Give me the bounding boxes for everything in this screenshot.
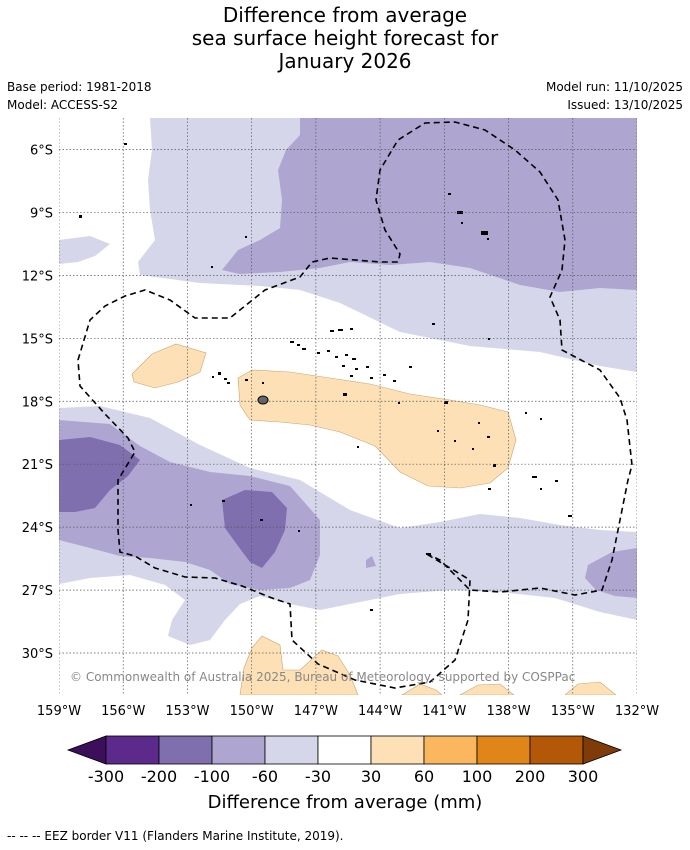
lon-tick-label: 141°W <box>422 704 466 719</box>
colorbar-extend-low <box>66 735 107 765</box>
anomaly-region-se-mid <box>585 548 637 598</box>
colorbar-tick: -60 <box>252 767 278 786</box>
anomaly-region-c-strong <box>222 490 287 568</box>
lon-tick-label: 150°W <box>230 704 274 719</box>
anomaly-region-pos-s1 <box>401 683 443 695</box>
lon-tick-label: 144°W <box>358 704 402 719</box>
title-line-3: January 2026 <box>278 49 412 73</box>
colorbar-segment <box>264 735 319 765</box>
base-period: Base period: 1981-2018 <box>7 80 152 94</box>
eez-legend-note: -- -- -- EEZ border V11 (Flanders Marine… <box>7 829 344 843</box>
anomaly-field: © Commonwealth of Australia 2025, Bureau… <box>59 118 637 695</box>
lon-tick-label: 138°W <box>486 704 530 719</box>
colorbar <box>66 735 623 765</box>
latitude-tick-labels: 6°S 9°S 12°S 15°S 18°S 21°S 24°S 27°S 30°S <box>22 143 53 662</box>
lat-tick-label: 12°S <box>22 269 53 284</box>
tahiti-island <box>257 395 269 405</box>
lat-tick-label: 18°S <box>22 395 53 410</box>
longitude-tick-labels: 159°W 156°W 153°W 150°W 147°W 144°W 141°W 138°W… <box>37 704 659 719</box>
meta-left: Base period: 1981-2018 Model: ACCESS-S2 <box>7 78 152 114</box>
colorbar-segment <box>370 735 425 765</box>
colorbar-tick: 30 <box>361 767 381 786</box>
issued-date: Issued: 13/10/2025 <box>567 98 683 112</box>
gridlines <box>59 118 637 695</box>
lon-tick-label: 159°W <box>37 704 81 719</box>
colorbar-label: Difference from average (mm) <box>207 792 483 813</box>
lon-tick-label: 156°W <box>101 704 145 719</box>
copyright-text: © Commonwealth of Australia 2025, Bureau… <box>70 670 575 684</box>
meta-right: Model run: 11/10/2025 Issued: 13/10/2025 <box>546 78 683 114</box>
lon-tick-label: 135°W <box>551 704 595 719</box>
anomaly-region-w-strong <box>59 437 140 512</box>
chart-title: Difference from average sea surface heig… <box>0 4 690 73</box>
colorbar-segment <box>105 735 160 765</box>
islands <box>79 143 572 611</box>
lat-tick-label: 15°S <box>22 332 53 347</box>
colorbar-tick: -200 <box>141 767 177 786</box>
eez-border <box>77 121 633 689</box>
title-line-2: sea surface height forecast for <box>191 26 499 50</box>
lat-tick-label: 9°S <box>30 206 53 221</box>
colorbar-tick: -30 <box>305 767 331 786</box>
colorbar-tick: 200 <box>515 767 546 786</box>
lon-tick-label: 153°W <box>165 704 209 719</box>
anomaly-region-nw-light <box>59 236 110 264</box>
anomaly-region-s-light <box>59 406 637 645</box>
lat-tick-label: 30°S <box>22 647 53 662</box>
lon-tick-label: 132°W <box>615 704 659 719</box>
colorbar-segment <box>211 735 266 765</box>
anomaly-region-n-mid <box>222 118 637 292</box>
anomaly-region-pos-c <box>237 369 517 489</box>
lat-tick-label: 27°S <box>22 584 53 599</box>
anomaly-region-c-mid <box>366 556 376 568</box>
anomaly-region-pos-s2 <box>459 683 515 695</box>
lat-tick-label: 24°S <box>22 521 53 536</box>
lat-tick-label: 21°S <box>22 458 53 473</box>
colorbar-extend-high <box>582 735 623 765</box>
colorbar-segment <box>476 735 531 765</box>
colorbar-tick: -300 <box>88 767 124 786</box>
lon-tick-label: 147°W <box>294 704 338 719</box>
colorbar-segment <box>423 735 478 765</box>
colorbar-segment <box>158 735 213 765</box>
colorbar-tick-labels: -300 -200 -100 -60 -30 30 60 100 200 300 <box>88 767 598 786</box>
colorbar-segment <box>529 735 584 765</box>
colorbar-tick: 300 <box>568 767 599 786</box>
model-run: Model run: 11/10/2025 <box>545 80 683 94</box>
sea-level-map: © Commonwealth of Australia 2025, Bureau… <box>22 118 659 786</box>
colorbar-tick: 60 <box>414 767 434 786</box>
colorbar-tick: -100 <box>194 767 230 786</box>
colorbar-segment <box>317 735 372 765</box>
title-line-1: Difference from average <box>222 3 468 27</box>
colorbar-tick: 100 <box>462 767 493 786</box>
anomaly-region-pos-s3 <box>564 681 617 695</box>
lat-tick-label: 6°S <box>30 143 53 158</box>
model-name: Model: ACCESS-S2 <box>7 98 119 112</box>
